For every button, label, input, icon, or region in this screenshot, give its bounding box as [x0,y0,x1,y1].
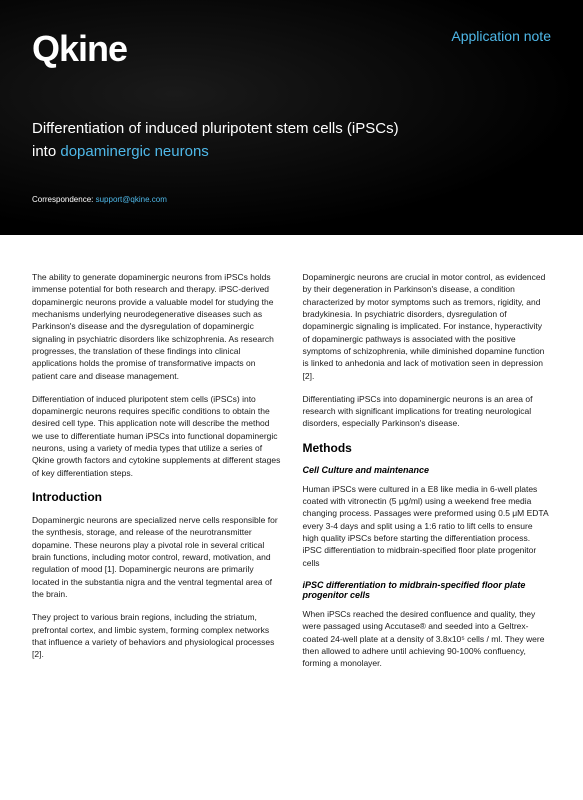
logo: Qkine [32,28,127,70]
header-top-row: Qkine Application note [32,28,551,70]
title-highlight: dopaminergic neurons [60,143,208,160]
title-block: Differentiation of induced pluripotent s… [32,118,551,163]
heading-ipsc-diff: iPSC differentiation to midbrain-specifi… [303,580,552,600]
content-area: The ability to generate dopaminergic neu… [0,235,583,701]
intro-para-4: They project to various brain regions, i… [32,611,281,660]
heading-introduction: Introduction [32,490,281,504]
right-para-2: Differentiating iPSCs into dopaminergic … [303,393,552,430]
methods-para-2: When iPSCs reached the desired confluenc… [303,608,552,670]
intro-para-2: Differentiation of induced pluripotent s… [32,393,281,479]
methods-para-1: Human iPSCs were cultured in a E8 like m… [303,483,552,569]
right-column: Dopaminergic neurons are crucial in moto… [303,271,552,681]
intro-para-3: Dopaminergic neurons are specialized ner… [32,514,281,600]
right-para-1: Dopaminergic neurons are crucial in moto… [303,271,552,382]
header-banner: Qkine Application note Differentiation o… [0,0,583,235]
intro-para-1: The ability to generate dopaminergic neu… [32,271,281,382]
application-note-label: Application note [451,28,551,44]
left-column: The ability to generate dopaminergic neu… [32,271,281,681]
correspondence-email: support@qkine.com [96,195,167,204]
correspondence: Correspondence: support@qkine.com [32,195,551,204]
heading-cell-culture: Cell Culture and maintenance [303,465,552,475]
title-line-2: into dopaminergic neurons [32,141,551,164]
heading-methods: Methods [303,441,552,455]
correspondence-label: Correspondence: [32,195,96,204]
title-prefix: into [32,143,60,160]
title-line-1: Differentiation of induced pluripotent s… [32,118,551,141]
